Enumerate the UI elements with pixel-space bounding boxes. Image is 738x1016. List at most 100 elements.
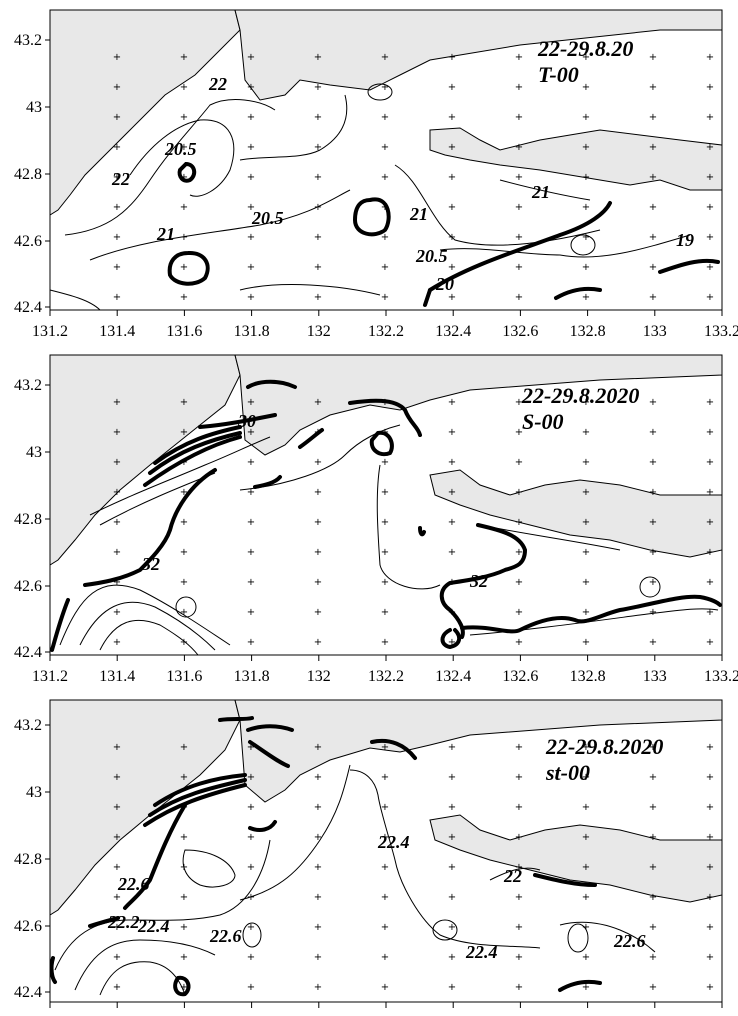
station-marker: +	[381, 292, 389, 303]
station-marker: +	[706, 82, 714, 93]
station-marker: +	[247, 52, 255, 63]
map-panel-density: 22.6 22.2 22.4 22.6 22.4 22.4 22 22.6 + +…	[0, 690, 738, 1016]
isohaline-bold	[440, 628, 462, 650]
station-marker: +	[706, 142, 714, 153]
station-marker: +	[113, 742, 121, 753]
station-marker: +	[515, 292, 523, 303]
map-panel-salinity: 30 32 32 + + + + + + + + + + + + + + + + + + + + + + + + + + + + + + +…	[0, 345, 738, 690]
y-tick-label: 42.8	[14, 166, 42, 183]
station-marker: +	[180, 202, 188, 213]
station-marker: +	[180, 832, 188, 843]
y-tick-label: 42.4	[14, 644, 42, 661]
y-tick-label: 43.2	[14, 377, 42, 394]
station-marker: +	[448, 82, 456, 93]
isopycnal-line	[489, 867, 541, 881]
station-marker: +	[113, 292, 121, 303]
isotherm-bold	[428, 201, 612, 292]
station-marker: +	[582, 172, 590, 183]
station-marker: +	[113, 832, 121, 843]
station-marker: +	[113, 52, 121, 63]
station-marker: +	[706, 292, 714, 303]
station-marker: +	[113, 232, 121, 243]
isohaline-bold	[298, 428, 324, 449]
contour-label: 19	[676, 230, 694, 250]
station-marker: +	[706, 892, 714, 903]
y-tick-label: 42.8	[14, 511, 42, 528]
isopycnal-bold	[370, 738, 417, 760]
station-marker: +	[314, 952, 322, 963]
station-marker: +	[247, 232, 255, 243]
station-marker: +	[448, 397, 456, 408]
station-marker: +	[582, 427, 590, 438]
isotherm-line	[499, 179, 591, 201]
station-marker: +	[381, 922, 389, 933]
station-marker: +	[649, 262, 657, 273]
station-marker: +	[649, 607, 657, 618]
panel-title-parameter: S-00	[522, 409, 564, 434]
x-axis: 131.2 131.4 131.6 131.8 132 132.2 132.4 132.6 13…	[32, 310, 738, 340]
station-marker: +	[706, 952, 714, 963]
station-marker: +	[247, 397, 255, 408]
station-marker: +	[515, 802, 523, 813]
density-map: 22.6 22.2 22.4 22.6 22.4 22.4 22 22.6 ++…	[14, 699, 723, 1008]
isopycnal-line	[99, 961, 186, 996]
x-tick-label: 132.6	[502, 323, 538, 340]
station-marker: +	[649, 922, 657, 933]
x-tick-label: 132	[307, 668, 331, 685]
station-marker: +	[706, 832, 714, 843]
station-marker: +	[582, 232, 590, 243]
station-marker: +	[247, 142, 255, 153]
station-marker: +	[515, 637, 523, 648]
station-marker: +	[314, 232, 322, 243]
contour-label: 20.5	[164, 139, 197, 159]
contour-label: 20.5	[415, 246, 448, 266]
x-tick-label: 133	[643, 323, 667, 340]
station-marker: +	[180, 637, 188, 648]
station-marker: +	[381, 892, 389, 903]
station-marker: +	[314, 262, 322, 273]
station-marker: +	[515, 82, 523, 93]
isohaline-bold	[148, 431, 242, 475]
panel-title-date: 22-29.8.20	[538, 36, 634, 61]
station-marker: +	[448, 742, 456, 753]
isohaline-bold	[153, 425, 242, 465]
station-marker: +	[582, 577, 590, 588]
station-marker: +	[515, 112, 523, 123]
station-marker: +	[582, 52, 590, 63]
isopycnal-line	[239, 764, 351, 901]
station-marker: +	[582, 742, 590, 753]
station-markers: + + + + + + + + + + + + + + + + + + + + + + + + + + + + + + + + + + + + + + + +…	[113, 397, 714, 648]
station-marker: +	[582, 637, 590, 648]
station-marker: +	[515, 892, 523, 903]
contour-label: 22.2	[107, 912, 140, 932]
station-marker: +	[247, 832, 255, 843]
contour-label: 21	[156, 224, 175, 244]
station-marker: +	[113, 142, 121, 153]
x-tick-label: 131.4	[99, 668, 135, 685]
station-marker: +	[515, 547, 523, 558]
land-mass	[49, 354, 241, 566]
station-marker: +	[180, 82, 188, 93]
station-marker: +	[180, 427, 188, 438]
station-marker: +	[314, 577, 322, 588]
contour-label: 30	[237, 411, 256, 431]
isotherm-line	[129, 119, 235, 197]
station-marker: +	[706, 487, 714, 498]
station-marker: +	[314, 202, 322, 213]
station-marker: +	[247, 457, 255, 468]
x-tick-label: 133.2	[704, 323, 738, 340]
station-marker: +	[381, 772, 389, 783]
isopycnal-line	[74, 939, 216, 991]
x-tick-label: 133.2	[704, 668, 738, 685]
isotherm-bold	[554, 286, 602, 300]
x-tick-label: 132	[307, 323, 331, 340]
isotherm-bold	[177, 161, 197, 183]
x-tick-label: 131.2	[32, 668, 68, 685]
station-marker: +	[180, 922, 188, 933]
station-marker: +	[582, 202, 590, 213]
station-marker: +	[180, 862, 188, 873]
isopycnal-bold	[123, 803, 187, 910]
station-marker: +	[649, 517, 657, 528]
station-marker: +	[381, 982, 389, 993]
contour-label: 22.4	[137, 916, 170, 936]
